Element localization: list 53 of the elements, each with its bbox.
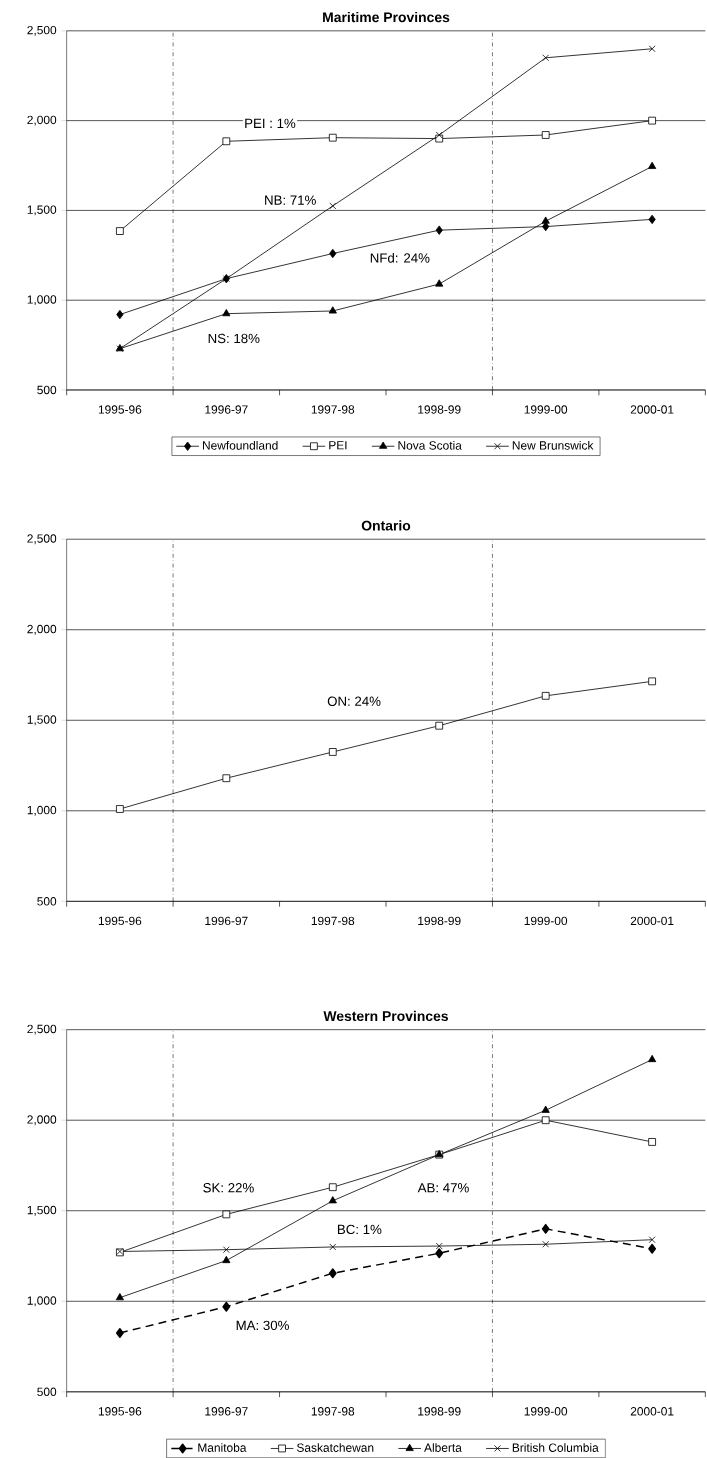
x-tick-label: 1999-00 <box>524 916 567 926</box>
y-tick-label: 2,500 <box>27 25 57 36</box>
legend-label: British Columbia <box>512 1443 599 1452</box>
annotation: AB: 47% <box>417 1183 469 1193</box>
x-tick-label: 1999-00 <box>524 405 567 414</box>
legend-label: PEI <box>329 441 347 450</box>
legend-label: Saskatchewan <box>296 1443 374 1452</box>
x-tick-label: 1995-96 <box>98 405 142 414</box>
chart-title: Maritime Provinces <box>322 11 450 23</box>
legend-label: Alberta <box>423 1443 462 1452</box>
y-tick-label: 500 <box>37 385 57 395</box>
annotation: MA: 30% <box>236 1320 289 1331</box>
x-tick-label: 1996-97 <box>205 405 248 414</box>
x-tick-label: 1998-99 <box>418 916 461 926</box>
x-tick-label: 1997-98 <box>311 916 354 926</box>
annotation: ON: 24% <box>327 696 381 706</box>
annotation: NB: 71% <box>264 195 316 205</box>
chart-title: Ontario <box>361 520 411 531</box>
x-tick-label: 1999-00 <box>524 1407 567 1416</box>
x-tick-label: 1998-99 <box>418 1407 461 1416</box>
chart-title: Western Provinces <box>323 1010 448 1022</box>
legend-label: New Brunswick <box>512 440 594 450</box>
annotation: NS: 18% <box>208 333 260 344</box>
y-tick-label: 2,500 <box>27 534 57 545</box>
x-tick-label: 1997-98 <box>311 405 354 414</box>
y-tick-label: 1,000 <box>27 295 57 306</box>
y-tick-label: 1,000 <box>27 1296 57 1307</box>
x-tick-label: 2000-01 <box>630 1407 674 1416</box>
y-tick-label: 1,500 <box>27 1205 57 1216</box>
x-tick-label: 1996-97 <box>205 916 248 926</box>
y-tick-label: 500 <box>37 897 57 906</box>
legend-label: Newfoundland <box>202 440 278 450</box>
x-tick-label: 1995-96 <box>98 916 142 926</box>
x-tick-label: 1996-97 <box>205 1407 248 1416</box>
y-tick-label: 1,500 <box>27 715 57 726</box>
y-tick-label: 1,000 <box>27 805 57 816</box>
annotation: PEI : 1% <box>245 118 296 128</box>
x-tick-label: 1998-99 <box>418 405 461 414</box>
y-tick-label: 2,000 <box>27 1115 57 1126</box>
x-tick-label: 1997-98 <box>311 1407 354 1416</box>
y-tick-label: 500 <box>37 1387 57 1397</box>
legend-label: Nova Scotia <box>398 440 462 450</box>
annotation: SK: 22% <box>203 1183 254 1193</box>
y-tick-label: 1,500 <box>27 205 57 216</box>
annotation: BC: 1% <box>337 1224 382 1235</box>
legend-label: Manitoba <box>198 1443 247 1452</box>
x-tick-label: 2000-01 <box>630 405 674 414</box>
y-tick-label: 2,000 <box>27 115 57 126</box>
x-tick-label: 1995-96 <box>98 1407 142 1416</box>
x-tick-label: 2000-01 <box>630 916 674 926</box>
y-tick-label: 2,500 <box>27 1024 57 1035</box>
y-tick-label: 2,000 <box>27 624 57 635</box>
annotation: NFd: 24% <box>370 252 430 263</box>
